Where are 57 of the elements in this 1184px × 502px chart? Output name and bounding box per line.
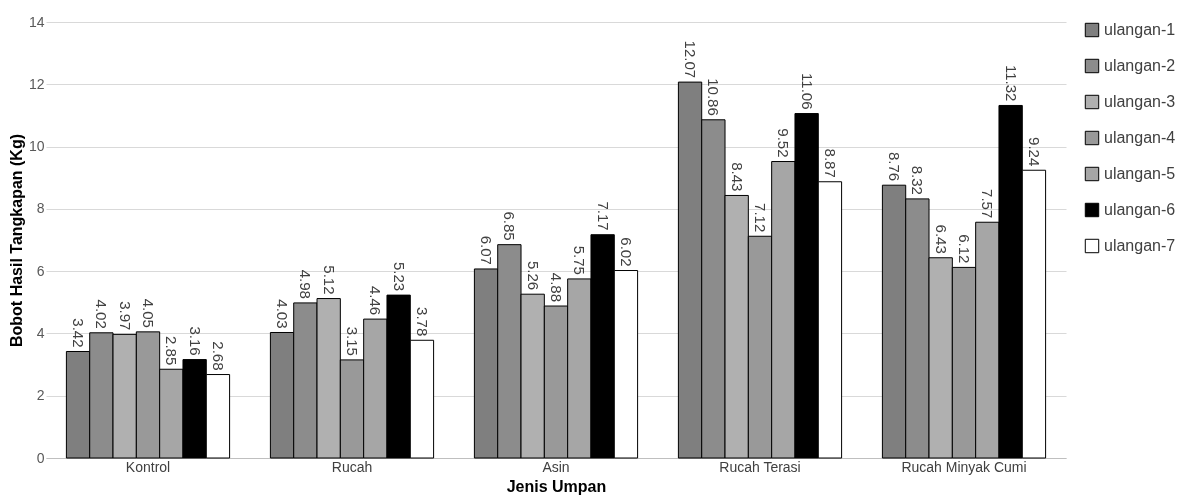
x-tick-label: Rucah Terasi [719,458,801,475]
data-label: 7.17 [594,201,612,231]
data-label: 2.68 [209,341,227,371]
y-tick-label: 4 [36,324,45,341]
x-tick-label: Asin [542,458,570,475]
y-tick-label: 10 [28,138,45,155]
x-tick-label: Kontrol [125,458,171,475]
data-label: 4.46 [367,285,385,316]
data-label: 5.23 [390,261,408,292]
data-label: 6.85 [501,211,519,241]
y-tick-label: 14 [28,13,45,30]
y-tick-label: 6 [36,262,45,279]
data-label: 8.76 [886,151,904,182]
legend-label: ulangan-1 [1104,21,1176,38]
data-label: 2.85 [163,336,181,366]
x-tick-label: Rucah Minyak Cumi [901,458,1027,475]
data-label: 8.43 [728,162,746,192]
data-label: 7.57 [979,189,997,219]
data-label: 4.05 [140,298,157,328]
x-tick-label: Rucah [331,458,373,475]
x-axis-title: Jenis Umpan [506,477,607,495]
data-label: 3.15 [344,326,361,356]
data-label: 7.12 [752,203,769,233]
data-label: 6.02 [617,237,635,267]
data-label: 9.52 [775,128,793,158]
data-label: 10.86 [705,78,723,116]
data-label: 4.03 [274,299,292,329]
data-label: 9.24 [1025,137,1043,167]
legend-label: ulangan-7 [1104,237,1176,254]
data-label: 4.88 [548,272,565,303]
data-label: 12.07 [682,40,700,79]
data-label: 5.75 [571,245,589,275]
data-label: 4.98 [297,269,315,299]
legend-label: ulangan-5 [1104,165,1176,182]
data-label: 3.16 [186,326,204,356]
legend-label: ulangan-2 [1104,57,1176,74]
data-label: 5.12 [320,265,338,295]
data-label: 6.07 [478,235,496,265]
y-tick-label: 12 [28,75,45,92]
y-tick-label: 8 [36,200,45,217]
data-label: 6.12 [956,234,973,264]
y-tick-label: 2 [36,387,45,404]
data-label: 4.02 [93,299,111,329]
data-label: 8.87 [821,148,839,178]
data-label: 11.32 [1002,65,1020,102]
legend-label: ulangan-6 [1104,201,1176,218]
data-label: 8.32 [909,165,927,195]
y-axis-title: Bobot Hasil Tangkapan (Kg) [7,133,25,348]
data-label: 3.42 [70,318,88,348]
legend-label: ulangan-4 [1104,129,1176,146]
data-label: 6.43 [932,224,950,254]
data-label: 3.78 [413,307,431,337]
data-label: 5.26 [524,260,542,291]
data-label: 3.97 [116,301,134,331]
y-tick-label: 0 [36,449,45,466]
data-label: 11.06 [798,73,816,110]
legend-label: ulangan-3 [1104,93,1176,110]
